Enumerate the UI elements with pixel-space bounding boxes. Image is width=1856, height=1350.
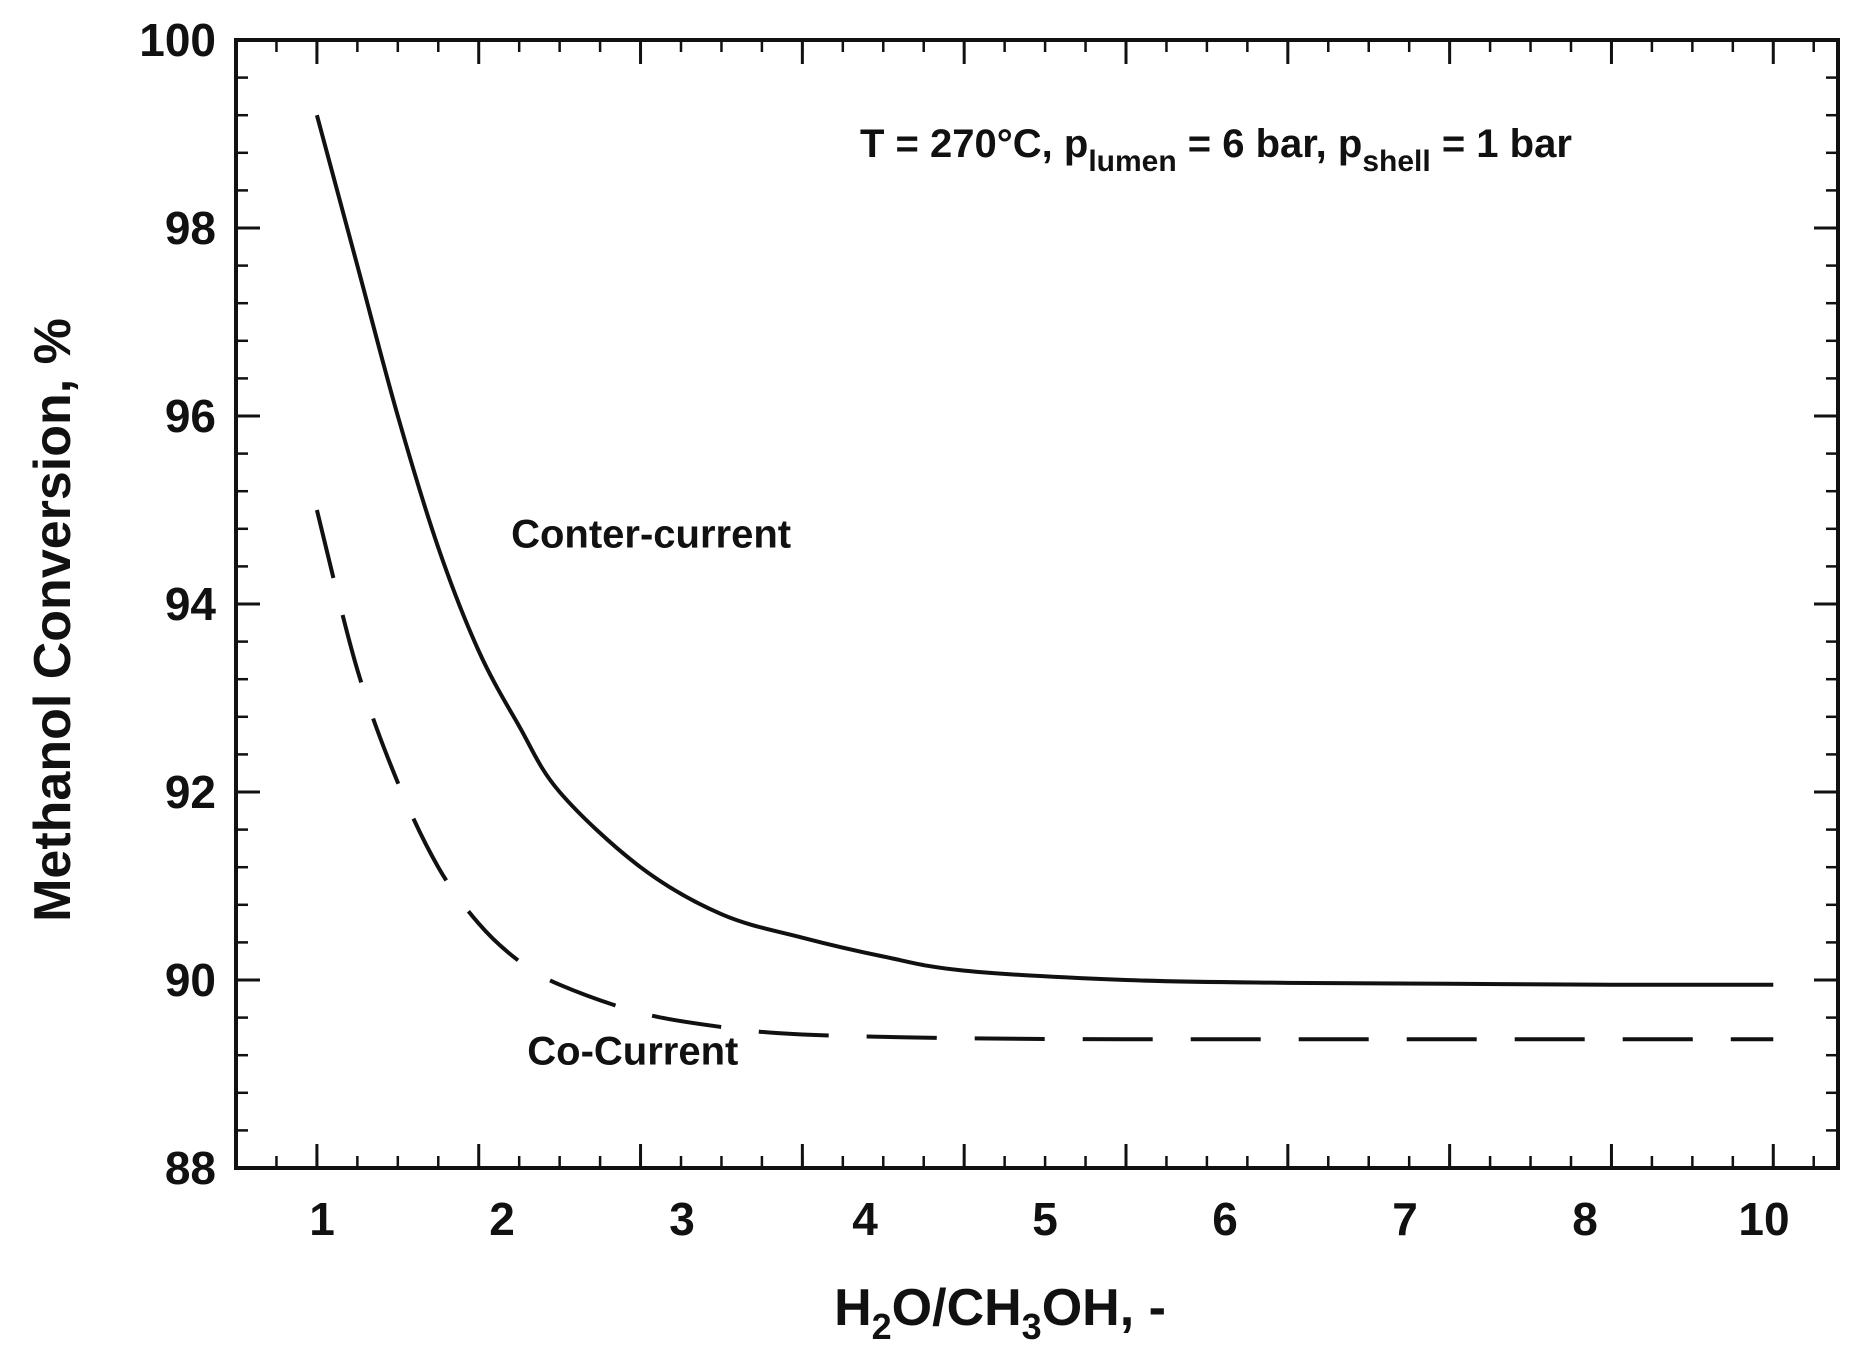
y-tick-label: 98: [165, 202, 216, 254]
x-axis-title: H2O/CH3OH, -: [834, 1279, 1166, 1347]
y-tick-label: 88: [165, 1142, 216, 1194]
x-tick-label: 10: [1738, 1193, 1789, 1245]
x-title-sub-2: 2: [872, 1306, 892, 1347]
x-title-mid: O/CH: [892, 1279, 1022, 1337]
minor-ticks: [234, 38, 1838, 1170]
y-axis-title: Methanol Conversion, %: [24, 318, 82, 922]
x-tick-label: 6: [1212, 1193, 1238, 1245]
annotation-text-3: = 1 bar: [1431, 122, 1572, 166]
plot-frame: [234, 38, 1840, 1170]
series-labels: Conter-current Co-Current: [511, 513, 791, 1074]
x-title-end: OH, -: [1042, 1279, 1166, 1337]
y-tick-label: 100: [139, 14, 216, 66]
x-tick-label: 7: [1392, 1193, 1418, 1245]
annotation-subscript-lumen: lumen: [1088, 145, 1176, 178]
x-axis-ticks: 1 2 3 4 5 6 7 8 10: [309, 40, 1790, 1245]
conditions-annotation: T = 270°C, plumen = 6 bar, pshell = 1 ba…: [860, 122, 1572, 178]
y-tick-label: 90: [165, 954, 216, 1006]
x-tick-label: 5: [1032, 1193, 1058, 1245]
co-current-line: [314, 509, 1774, 1042]
x-title-sub-3: 3: [1022, 1306, 1042, 1347]
x-tick-label: 8: [1572, 1193, 1598, 1245]
counter-current-line: [314, 114, 1774, 987]
annotation-text-1: T = 270°C, p: [860, 122, 1088, 166]
x-title-h: H: [834, 1279, 872, 1337]
y-tick-label: 94: [165, 578, 217, 630]
x-tick-label: 2: [489, 1193, 515, 1245]
annotation-text-2: = 6 bar, p: [1177, 122, 1363, 166]
y-tick-label: 96: [165, 390, 216, 442]
y-axis-ticks: 88 90 92 94 96 98 100: [139, 14, 1838, 1194]
annotation-subscript-shell: shell: [1362, 145, 1430, 178]
x-tick-label: 1: [309, 1193, 335, 1245]
co-current-label: Co-Current: [527, 1030, 738, 1074]
y-tick-label: 92: [165, 766, 216, 818]
x-tick-label: 3: [669, 1193, 695, 1245]
series-layer: [314, 114, 1774, 1042]
counter-current-label: Conter-current: [511, 513, 791, 557]
x-tick-label: 4: [852, 1193, 878, 1245]
